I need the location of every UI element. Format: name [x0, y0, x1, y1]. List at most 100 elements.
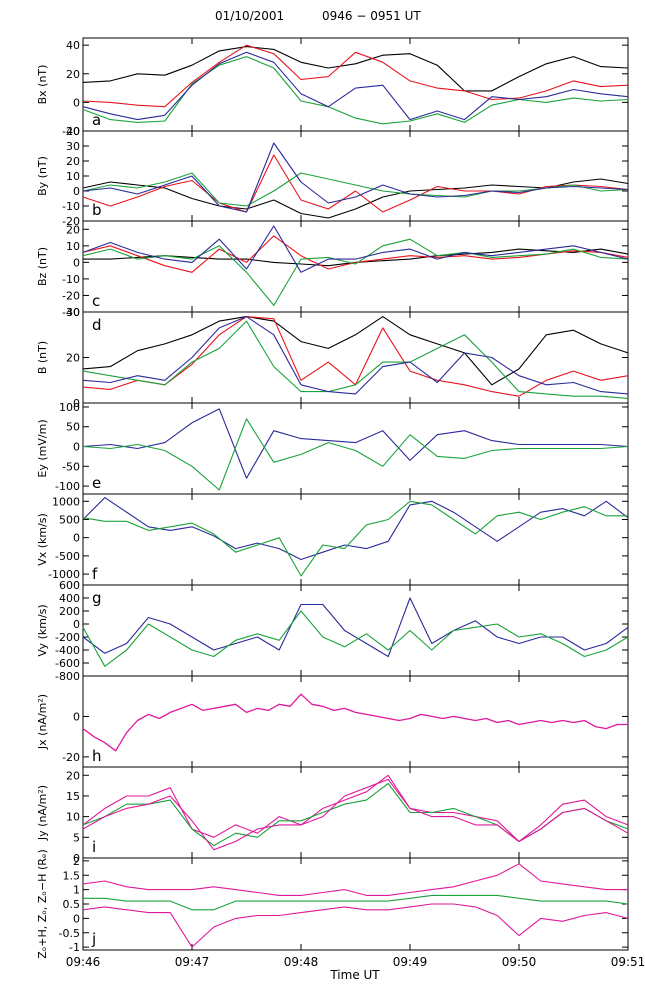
y-axis-label: Bz (nT) [36, 247, 49, 286]
y-tick-label: 1 [73, 884, 80, 897]
y-tick-label: 20 [66, 769, 80, 782]
y-tick-label: -20 [62, 751, 80, 764]
y-tick-label: -50 [62, 460, 80, 473]
series-line [82, 418, 629, 491]
series-line [82, 51, 629, 121]
panel-frame [82, 493, 629, 586]
y-tick-label: 0.5 [63, 898, 81, 911]
y-tick-label: -600 [55, 657, 80, 670]
y-tick-label: -0.5 [59, 927, 80, 940]
y-tick-label: 15 [66, 790, 80, 803]
series-line [82, 903, 629, 948]
y-tick-label: 0 [73, 256, 80, 269]
series-line [82, 225, 629, 273]
figure-title-date: 01/10/2001 [215, 9, 284, 23]
series-line [82, 320, 629, 399]
panel-a: -20 0 20 40 Bx (nT) a [36, 37, 629, 138]
y-tick-label: 0 [73, 912, 80, 925]
y-tick-label: 40 [66, 306, 80, 319]
panel-letter: g [92, 589, 102, 607]
y-axis-label: Ey (mV/m) [36, 419, 49, 477]
series-line [82, 154, 629, 213]
panel-letter: i [92, 838, 96, 856]
panel-i: 0 5 10 15 20 Jy (nA/m²) i [36, 766, 629, 865]
y-tick-label: -20 [62, 215, 80, 228]
y-axis-label: Vy (km/s) [36, 604, 49, 656]
y-tick-label: 20 [66, 68, 80, 81]
y-tick-label: 30 [66, 140, 80, 153]
y-tick-label: 40 [66, 39, 80, 52]
y-tick-label: 600 [59, 579, 80, 592]
y-tick-label: 100 [59, 401, 80, 414]
y-tick-label: 10 [66, 811, 80, 824]
panel-frame [82, 311, 629, 404]
x-tick-label: 09:46 [66, 955, 101, 969]
panel-letter: j [91, 930, 96, 948]
panel-frame [82, 584, 629, 677]
y-tick-label: 40 [66, 125, 80, 138]
y-tick-label: -100 [55, 480, 80, 493]
panel-letter: h [92, 747, 102, 765]
y-tick-label: 1000 [52, 495, 80, 508]
y-tick-label: 400 [59, 592, 80, 605]
y-tick-label: 5 [73, 831, 80, 844]
y-tick-label: -30 [62, 306, 80, 319]
series-line [82, 235, 629, 273]
series-line [83, 248, 629, 267]
y-tick-label: 200 [59, 605, 80, 618]
y-axis-label: B (nT) [36, 341, 49, 374]
series-line [82, 316, 629, 386]
y-tick-label: -20 [62, 125, 80, 138]
series-line [82, 497, 629, 561]
y-tick-label: 2 [73, 855, 80, 868]
x-tick-label: 09:48 [284, 955, 319, 969]
y-tick-label: -20 [62, 289, 80, 302]
series-line [82, 500, 628, 577]
figure-title-time: 0946 − 0951 UT [322, 9, 421, 23]
y-tick-label: 0 [73, 441, 80, 454]
series-line [82, 238, 629, 306]
y-tick-label: 20 [66, 223, 80, 236]
panel-b: -20 -10 0 10 20 30 40 By (nT) b [36, 125, 629, 228]
series-line [82, 44, 629, 108]
y-tick-label: -200 [55, 631, 80, 644]
series-line [82, 782, 629, 847]
panel-c: -30 -20 -10 0 10 20 Bz (nT) c [36, 220, 629, 319]
y-tick-label: 10 [66, 240, 80, 253]
series-line [82, 56, 629, 125]
panel-letter: e [92, 474, 101, 492]
panel-letter: a [92, 111, 101, 129]
x-tick-label: 09:50 [502, 955, 537, 969]
x-tick-label: 09:47 [175, 955, 210, 969]
series-line [82, 778, 629, 851]
series-line [82, 693, 628, 752]
y-tick-label: 500 [59, 513, 80, 526]
y-axis-label: Vx (km/s) [36, 513, 49, 566]
series-line [82, 597, 629, 658]
y-tick-label: -10 [62, 200, 80, 213]
panel-letter: b [92, 201, 102, 219]
y-tick-label: -1000 [48, 568, 80, 581]
y-tick-label: 0 [73, 618, 80, 631]
y-tick-label: 10 [66, 170, 80, 183]
series-line [82, 774, 629, 843]
panel-h: -20 0 Jx (nA/m²) h [36, 675, 629, 768]
y-tick-label: -500 [55, 550, 80, 563]
y-tick-label: -800 [55, 670, 80, 683]
panel-frame [82, 857, 629, 951]
panel-e: -100 -50 0 50 100 Ey (mV/m) e [36, 401, 629, 495]
panel-frame [82, 220, 629, 313]
y-tick-label: -1 [69, 941, 80, 954]
y-axis-label: Zₒ+H, Zₒ, Zₒ−H (Rₑ) [36, 849, 49, 959]
y-tick-label: 0 [73, 96, 80, 109]
y-tick-label: 0 [73, 185, 80, 198]
series-line [82, 178, 629, 219]
y-tick-label: 50 [66, 421, 80, 434]
series-line [82, 610, 629, 667]
y-tick-label: 0 [73, 397, 80, 410]
x-tick-label: 09:49 [393, 955, 428, 969]
y-axis-label: Jx (nA/m²) [36, 694, 49, 750]
